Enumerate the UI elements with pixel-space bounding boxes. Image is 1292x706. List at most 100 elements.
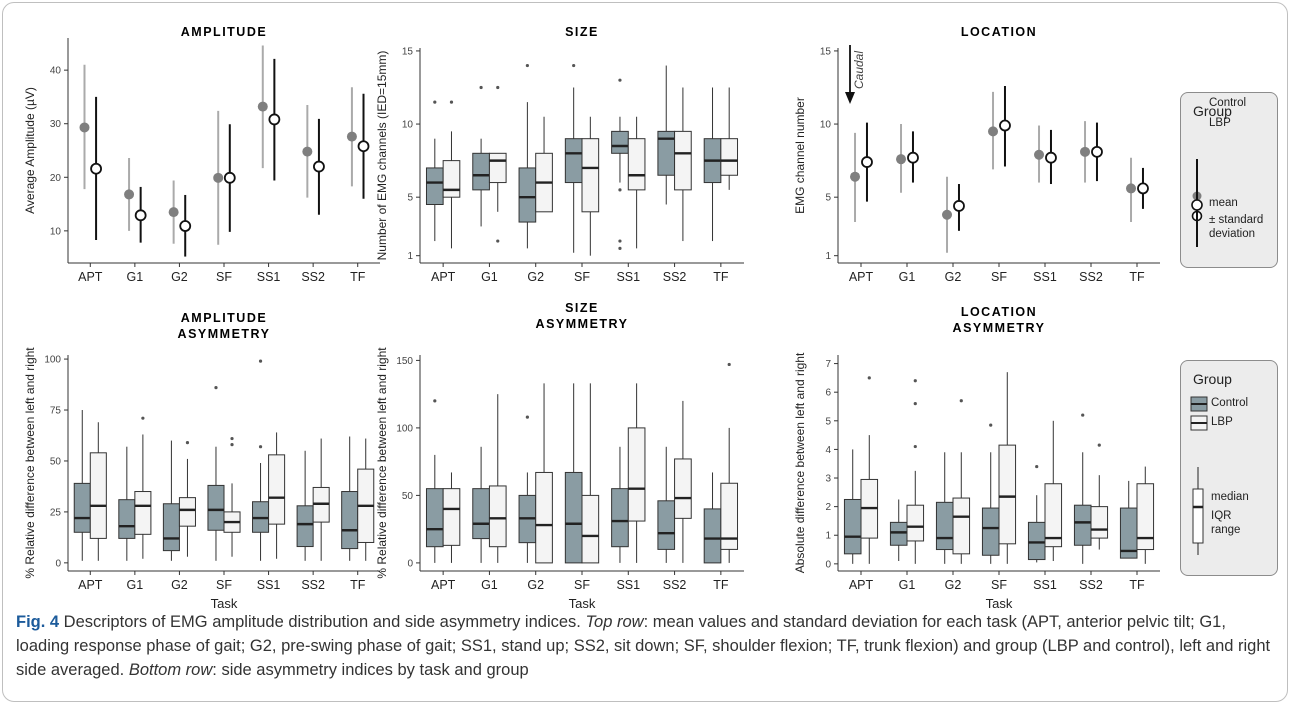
mean-point-control	[942, 209, 953, 220]
mean-point-lbp	[953, 200, 965, 212]
y-tick-label: 10	[50, 226, 62, 237]
iqr-box	[442, 488, 461, 546]
y-tick-label: 50	[402, 491, 414, 502]
chart-title: LOCATION	[961, 25, 1037, 39]
box-lbp	[952, 399, 971, 564]
caudal-arrow-head	[845, 92, 855, 104]
chart-title-line-1: SIZE	[565, 301, 599, 315]
x-tick-label: TF	[713, 578, 729, 592]
x-tick-label: SS2	[301, 270, 325, 284]
iqr-box	[535, 471, 553, 564]
x-tick-label: TF	[1129, 578, 1145, 592]
outlier-point	[1035, 464, 1039, 469]
mean-point-control	[346, 131, 357, 142]
y-axis-label: EMG channel number	[793, 97, 807, 214]
x-tick-label: SS1	[616, 578, 640, 592]
mean-point-control	[850, 171, 861, 182]
box-lbp	[134, 416, 152, 559]
x-axis-label: Task	[986, 596, 1013, 611]
iqr-box	[518, 167, 537, 223]
iqr-box	[952, 497, 971, 555]
x-tick-label: G1	[899, 578, 916, 592]
box-lbp	[581, 116, 600, 256]
box-control	[889, 499, 908, 561]
y-axis-label: Number of EMG channels (IED=15mm)	[375, 51, 389, 261]
mean-point-lbp	[313, 160, 325, 173]
box-lbp	[627, 116, 646, 249]
x-tick-label: G2	[171, 270, 188, 284]
x-tick-label: SS1	[1033, 578, 1057, 592]
x-tick-label: APT	[431, 270, 456, 284]
y-tick-label: 2	[825, 502, 831, 513]
box-control	[425, 399, 444, 563]
mean-point-control	[79, 122, 90, 133]
outlier-point	[214, 386, 218, 390]
caption-figure-label: Fig. 4	[16, 613, 60, 631]
outlier-point	[230, 436, 234, 441]
box-lbp	[674, 87, 692, 242]
figure-caption: Fig. 4 Descriptors of EMG amplitude dist…	[16, 610, 1278, 682]
x-tick-label: APT	[431, 578, 456, 592]
y-tick-label: 5	[407, 193, 413, 204]
box-control	[472, 446, 490, 563]
box-lbp	[535, 116, 553, 213]
outlier-point	[258, 359, 263, 363]
y-axis-label: Average Amplitude (µV)	[23, 87, 37, 214]
y-tick-label: 10	[402, 120, 414, 131]
x-tick-label: G2	[171, 578, 188, 592]
y-tick-label: 3	[825, 474, 831, 485]
x-tick-label: SF	[574, 270, 590, 284]
chart-title-line-2: ASYMMETRY	[953, 321, 1046, 335]
outlier-point	[230, 443, 234, 447]
mean-point-lbp	[90, 162, 102, 175]
iqr-box	[488, 485, 507, 548]
x-tick-label: G2	[527, 578, 544, 592]
y-tick-label: 1	[407, 251, 413, 262]
y-tick-label: 40	[50, 66, 62, 77]
mean-point-control	[213, 172, 224, 183]
x-axis-label: Task	[569, 596, 596, 611]
x-tick-label: G1	[481, 270, 498, 284]
y-tick-label: 30	[50, 119, 62, 130]
box-control	[162, 440, 180, 561]
outlier-point	[185, 441, 190, 445]
caption-text-2: : mean values and standard deviation for…	[16, 613, 1271, 679]
y-tick-label: 7	[825, 359, 831, 370]
x-tick-label: TF	[350, 270, 366, 284]
x-tick-label: SS2	[301, 578, 325, 592]
x-tick-label: SS1	[616, 270, 640, 284]
x-tick-label: APT	[78, 578, 103, 592]
y-axis-label: % Relative difference between left and r…	[375, 347, 389, 579]
mean-point-lbp	[179, 220, 192, 232]
legend-bottom-lbp-label: LBP	[1211, 416, 1233, 428]
iqr-box	[425, 167, 444, 205]
legend-iqr-box	[1192, 488, 1204, 544]
x-tick-label: SF	[216, 578, 232, 592]
chart-panel-6: LOCATION ASYMMETRY 0 1 2 3 4 5 6 7 Absolute differ…	[793, 305, 1160, 611]
outlier-point	[433, 399, 437, 403]
iqr-box	[564, 471, 583, 564]
x-tick-label: TF	[1129, 270, 1145, 284]
box-control	[564, 383, 583, 564]
x-tick-label: SS1	[257, 578, 281, 592]
outlier-point	[727, 362, 731, 367]
y-axis-label: % Relative difference between left and r…	[23, 347, 37, 579]
iqr-box	[720, 482, 739, 550]
outlier-point	[989, 423, 993, 427]
box-lbp	[1090, 443, 1109, 550]
box-lbp	[1044, 420, 1063, 561]
iqr-box	[703, 508, 722, 564]
box-lbp	[674, 400, 692, 563]
y-tick-label: 5	[825, 416, 831, 427]
x-tick-label: G1	[481, 578, 498, 592]
box-control	[207, 386, 225, 561]
mean-point-lbp	[1091, 145, 1103, 158]
legend-bottom-title: Group	[1193, 371, 1232, 387]
y-tick-label: 100	[44, 355, 61, 366]
x-tick-label: G1	[127, 270, 144, 284]
mean-point-lbp	[1137, 182, 1149, 195]
